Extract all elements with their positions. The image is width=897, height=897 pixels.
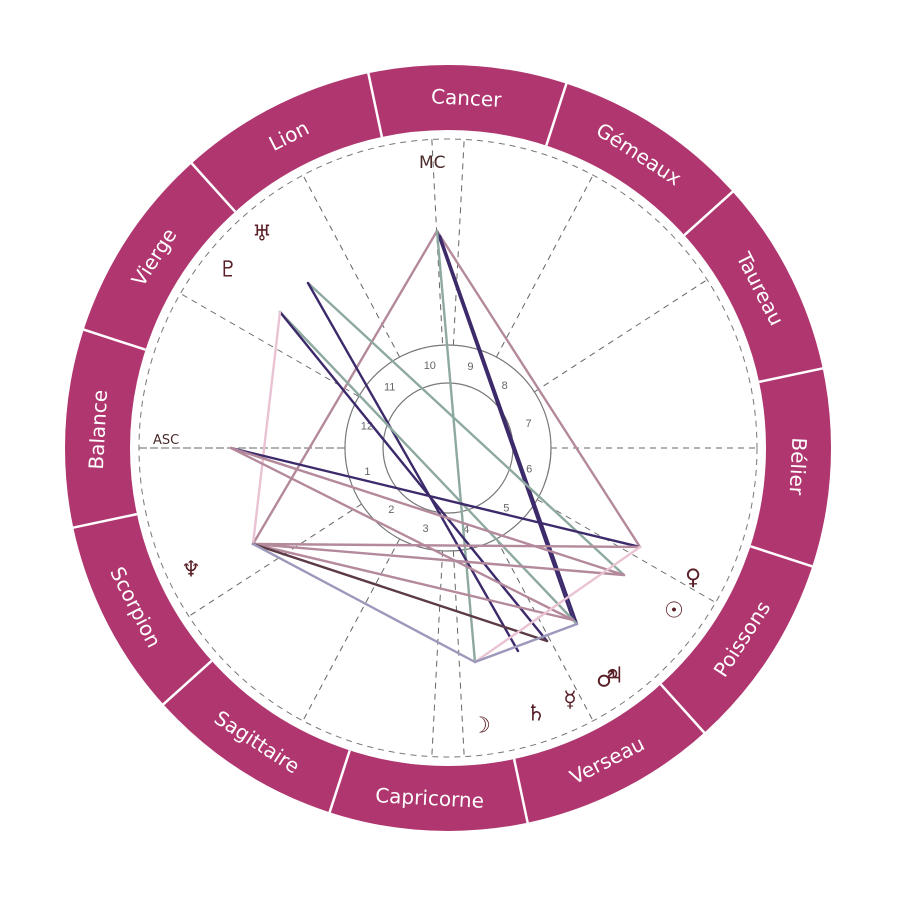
- aspect-line: [251, 542, 626, 577]
- house-number-12: 12: [361, 420, 373, 432]
- aspect-line: [251, 229, 439, 546]
- aspect-line: [435, 229, 477, 664]
- aspect-line: [438, 234, 579, 626]
- planet-glyphs: ♇ ♅ ♆ ♀☉ ☽ ♄ ☿ ♂♃: [181, 222, 701, 739]
- aspect-lines: [229, 229, 642, 664]
- jupiter-icon: ♃: [604, 664, 624, 689]
- house-number-6: 6: [526, 464, 532, 476]
- aspect-line: [229, 446, 626, 577]
- mars-icon: ♂: [596, 668, 616, 693]
- chart-axes: ASC MC: [153, 153, 446, 448]
- aspect-line: [306, 281, 520, 653]
- sign-label-9: Capricorne: [375, 783, 485, 813]
- aspect-line: [306, 281, 626, 577]
- house-number-4: 4: [463, 524, 469, 536]
- aspect-line: [473, 545, 642, 664]
- aspect-line: [435, 229, 642, 549]
- mercure-icon: ☿: [563, 688, 577, 713]
- vénus-icon: ♀: [685, 566, 701, 591]
- asc-label: ASC: [153, 433, 179, 448]
- aspect-line: [251, 542, 575, 622]
- aspect-line: [251, 542, 642, 549]
- house-number-3: 3: [422, 523, 428, 535]
- house-number-10: 10: [424, 360, 436, 372]
- aspect-line: [435, 229, 575, 622]
- pluton-icon: ♇: [218, 258, 238, 283]
- sign-label-0: Bélier: [784, 437, 811, 497]
- aspect-line: [251, 542, 549, 643]
- aspect-line: [229, 446, 575, 622]
- aspect-line: [251, 542, 477, 664]
- lune-icon: ☽: [471, 714, 491, 739]
- sign-label-6: Balance: [84, 389, 112, 470]
- aspect-line: [251, 310, 282, 546]
- house-number-7: 7: [525, 418, 531, 430]
- house-number-9: 9: [467, 361, 473, 373]
- aspect-line: [278, 310, 579, 626]
- house-number-11: 11: [384, 382, 395, 394]
- aspect-line: [278, 310, 549, 643]
- uranus-icon: ♅: [252, 222, 272, 247]
- aspect-line: [229, 446, 642, 549]
- neptune-icon: ♆: [181, 558, 201, 583]
- saturne-icon: ♄: [526, 702, 546, 727]
- house-number-8: 8: [502, 380, 508, 392]
- mc-label: MC: [419, 153, 446, 173]
- house-number-1: 1: [364, 466, 370, 478]
- sign-label-3: Cancer: [431, 84, 503, 112]
- house-number-2: 2: [388, 504, 394, 516]
- soleil-icon: ☉: [664, 599, 684, 624]
- house-number-5: 5: [503, 502, 509, 514]
- aspect-line: [473, 622, 579, 664]
